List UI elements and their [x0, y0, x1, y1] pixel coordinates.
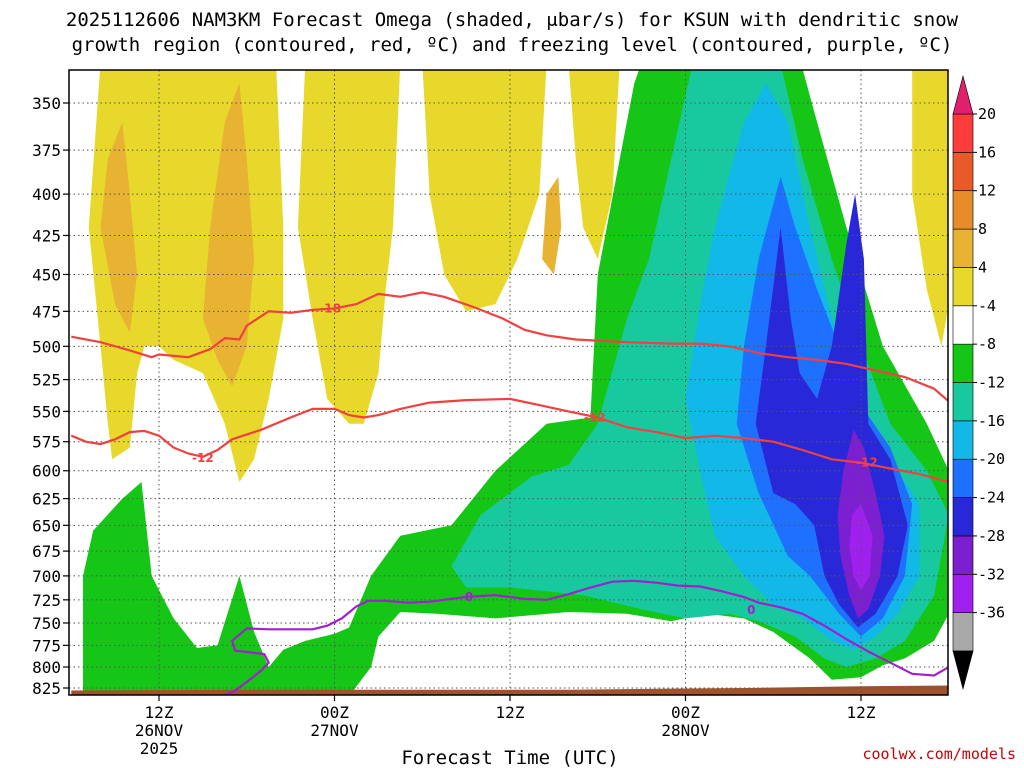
contour-label: -12 — [584, 411, 606, 425]
colorbar-label: -36 — [978, 604, 1005, 622]
y-tick-label: 500 — [32, 337, 61, 356]
x-tick-label: 00Z — [671, 703, 700, 722]
contour-label: -18 — [319, 301, 341, 315]
contour-labels: -18 -12 -12 -12 0 0 — [192, 301, 878, 617]
x-tick-label: 00Z — [320, 703, 349, 722]
dgz-contour — [71, 291, 948, 403]
contour-label: -12 — [192, 451, 214, 465]
contour-label: -12 — [856, 456, 878, 470]
y-tick-label: 825 — [32, 679, 61, 698]
y-tick-label: 600 — [32, 462, 61, 481]
colorbar-swatch — [952, 382, 974, 422]
y-tick-label: 425 — [32, 226, 61, 245]
colorbar-swatch — [952, 343, 974, 383]
colorbar-swatch — [952, 535, 974, 575]
omega-region — [569, 70, 620, 260]
colorbar-label: 4 — [978, 258, 987, 276]
y-tick-label: 700 — [32, 567, 61, 586]
omega-shading — [83, 70, 948, 695]
colorbar-label: 20 — [978, 105, 996, 123]
colorbar-swatch — [952, 267, 974, 307]
y-tick-label: 400 — [32, 185, 61, 204]
colorbar-swatch — [952, 458, 974, 498]
colorbar-swatch — [952, 305, 974, 345]
chart-title-line1: 2025112606 NAM3KM Forecast Omega (shaded… — [66, 9, 959, 31]
terrain-layer — [71, 685, 948, 695]
contour-lines — [70, 291, 948, 695]
colorbar-swatch — [952, 612, 974, 652]
y-axis: 350 375 400 425 450 475 500 525 550 575 600 625 650 6… — [32, 94, 69, 698]
colorbar-swatch — [952, 420, 974, 460]
y-tick-label: 550 — [32, 402, 61, 421]
freezing-contour — [223, 579, 948, 695]
omega-region — [422, 70, 547, 312]
colorbar-label: 12 — [978, 182, 996, 200]
x-tick-label: 12Z — [496, 703, 525, 722]
colorbar: 20 16 12 8 4 -4 -8 -12 -16 -20 -24 -28 -32 -36 — [952, 74, 1005, 691]
y-tick-label: 800 — [32, 658, 61, 677]
y-tick-label: 725 — [32, 591, 61, 610]
colorbar-swatch — [952, 113, 974, 153]
y-tick-label: 350 — [32, 94, 61, 113]
x-tick-label: 28NOV — [661, 721, 710, 740]
colorbar-swatch — [952, 228, 974, 268]
y-tick-label: 775 — [32, 636, 61, 655]
contour-label: 0 — [747, 603, 755, 617]
y-tick-label: 475 — [32, 302, 61, 321]
colorbar-label: -16 — [978, 412, 1005, 430]
omega-region — [100, 122, 138, 333]
colorbar-label: -32 — [978, 565, 1005, 583]
y-tick-label: 525 — [32, 371, 61, 390]
colorbar-label: -24 — [978, 489, 1005, 507]
colorbar-swatch — [952, 152, 974, 192]
contour-label: 0 — [465, 590, 473, 604]
x-axis-title: Forecast Time (UTC) — [401, 747, 618, 768]
dgz-contour — [70, 397, 948, 483]
y-tick-label: 575 — [32, 433, 61, 452]
x-tick-label: 12Z — [847, 703, 876, 722]
x-tick-label: 12Z — [145, 703, 174, 722]
colorbar-label: -12 — [978, 374, 1005, 392]
colorbar-label: 8 — [978, 220, 987, 238]
colorbar-label: -28 — [978, 527, 1005, 545]
x-tick-label: 27NOV — [310, 721, 359, 740]
colorbar-swatch — [952, 190, 974, 230]
y-tick-label: 750 — [32, 614, 61, 633]
x-tick-label: 2025 — [140, 739, 179, 758]
credit-text: coolwx.com/models — [862, 745, 1016, 763]
y-tick-label: 375 — [32, 141, 61, 160]
colorbar-label: -4 — [978, 297, 996, 315]
omega-region — [202, 83, 255, 387]
y-tick-label: 675 — [32, 542, 61, 561]
colorbar-label: 16 — [978, 143, 996, 161]
colorbar-underflow-arrow — [952, 650, 974, 691]
colorbar-overflow-arrow — [952, 74, 974, 115]
y-tick-label: 650 — [32, 516, 61, 535]
colorbar-swatch — [952, 573, 974, 613]
omega-region — [542, 176, 562, 275]
chart-title-line2: growth region (contoured, red, ºC) and f… — [72, 34, 953, 56]
omega-region — [912, 70, 948, 347]
omega-region — [297, 70, 400, 424]
grid-lines — [69, 70, 948, 695]
colorbar-label: -8 — [978, 335, 996, 353]
terrain-fill — [71, 685, 948, 695]
colorbar-label: -20 — [978, 450, 1005, 468]
colorbar-swatch — [952, 497, 974, 537]
y-tick-label: 625 — [32, 490, 61, 509]
x-tick-label: 26NOV — [135, 721, 184, 740]
y-tick-label: 450 — [32, 265, 61, 284]
plot-frame — [68, 69, 949, 696]
